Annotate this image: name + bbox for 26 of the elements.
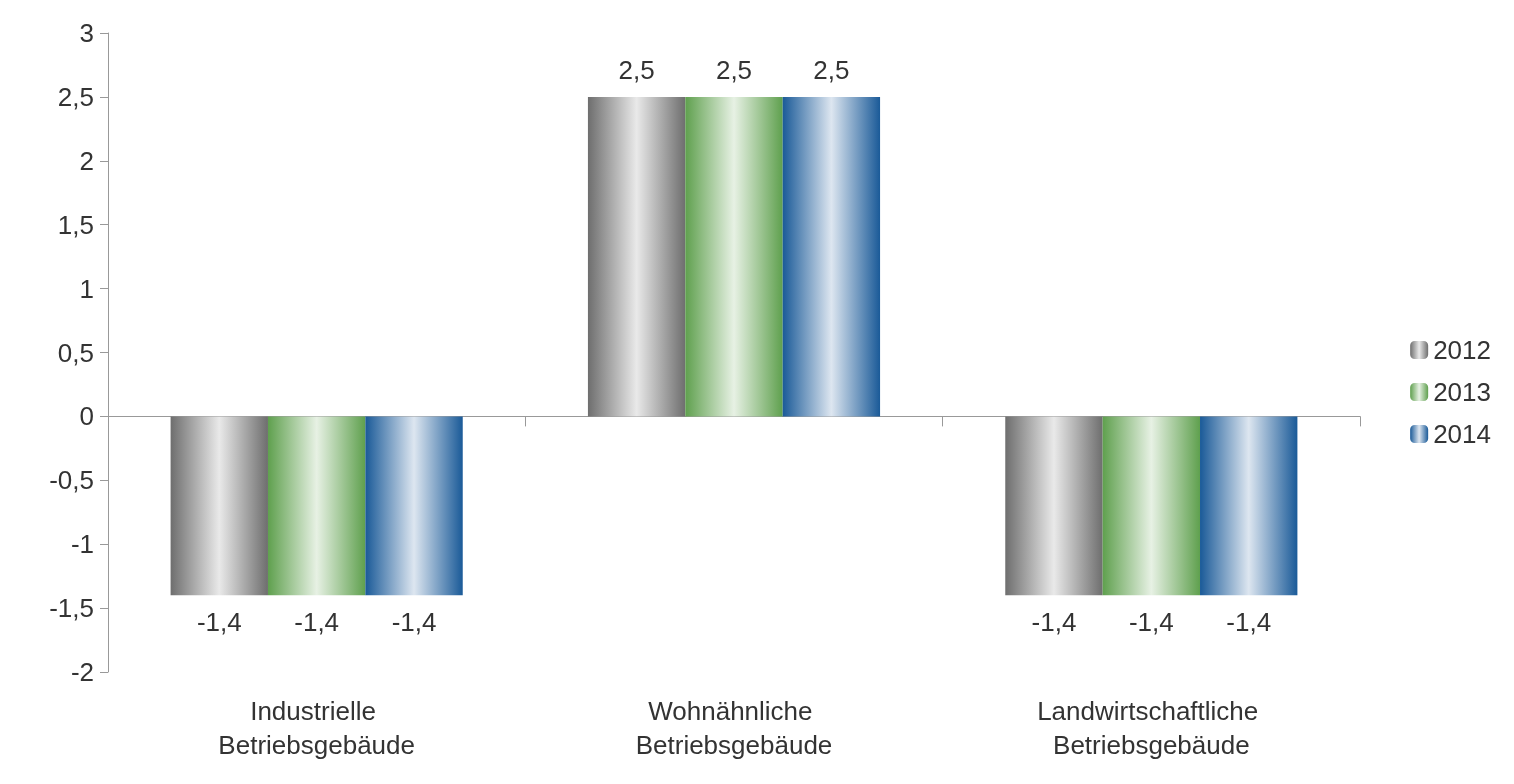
x-tick-label: Industrielle Betriebsgebäude <box>218 696 415 760</box>
y-tick-label: 2,5 <box>57 81 94 112</box>
y-tick-label: 1 <box>79 273 94 304</box>
y-tick-label: 2 <box>79 145 94 176</box>
y-tick-label: 0 <box>79 401 94 432</box>
data-label: 2,5 <box>618 54 655 85</box>
data-label: -1,4 <box>391 607 437 638</box>
y-tick-label: 3 <box>79 18 94 48</box>
y-tick-label: 0,5 <box>57 337 94 368</box>
data-label: -1,4 <box>1031 607 1077 638</box>
y-tick-label: -1,5 <box>49 593 94 624</box>
data-label: -1,4 <box>1226 607 1272 638</box>
legend-label: 2013 <box>1433 377 1491 407</box>
data-label: -1,4 <box>1128 607 1174 638</box>
y-tick-label: -0,5 <box>49 465 94 496</box>
data-label: 2,5 <box>813 54 850 85</box>
data-label: 2,5 <box>715 54 753 85</box>
x-tick-label: Wohnähnliche Betriebsgebäude <box>635 696 833 760</box>
x-tick-label: Landwirtschaftliche Betriebsgebäude <box>1037 696 1266 760</box>
y-tick-label: -2 <box>70 657 94 687</box>
y-tick-label: -1 <box>70 529 94 560</box>
data-label: -1,4 <box>196 607 242 638</box>
legend-label: 2014 <box>1433 419 1491 449</box>
y-tick-label: 1,5 <box>57 209 94 240</box>
legend-label: 2012 <box>1433 335 1491 365</box>
data-label: -1,4 <box>294 607 340 638</box>
